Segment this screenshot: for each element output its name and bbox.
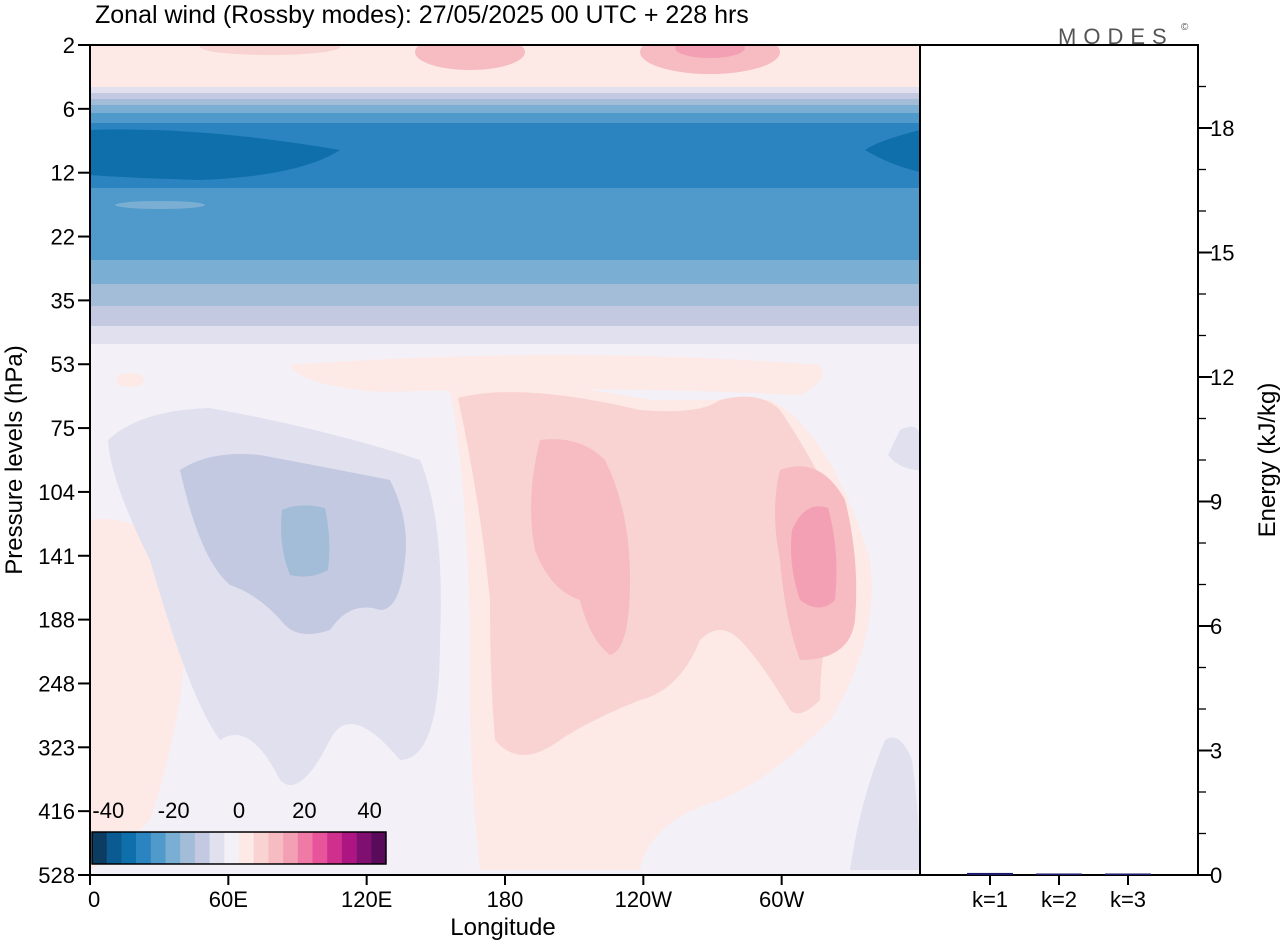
- colorbar-swatch: [106, 832, 122, 864]
- colorbar-tick-label: -20: [158, 798, 190, 823]
- colorbar-swatch: [121, 832, 137, 864]
- y-axis-label: Pressure levels (hPa): [1, 345, 28, 574]
- colorbar-swatch: [283, 832, 299, 864]
- colorbar-swatch: [356, 832, 372, 864]
- colorbar-tick-label: 40: [357, 798, 381, 823]
- y-tick-label: 528: [38, 863, 75, 888]
- y-tick-label: 323: [38, 735, 75, 760]
- longitude-axis: 0 60E 120E 180 120W 60W: [88, 875, 805, 912]
- bar-category-label: k=2: [1041, 887, 1077, 912]
- colorbar-swatch: [224, 832, 240, 864]
- bar-category-label: k=3: [1110, 887, 1146, 912]
- energy-bar: [1036, 873, 1082, 875]
- y-tick-label: 22: [51, 225, 75, 250]
- colorbar-swatch: [327, 832, 343, 864]
- y-tick-label: 35: [51, 288, 75, 313]
- energy-tick-label: 9: [1210, 490, 1222, 515]
- pressure-axis: 2 6 12 22 35 53 75 104 141 188 248 323 416 528: [38, 33, 90, 888]
- x-axis-label: Longitude: [450, 914, 555, 941]
- colorbar-tick-label: 0: [233, 798, 245, 823]
- energy-axis: 0 3 6 9 12 15 18: [1198, 85, 1234, 888]
- colorbar-swatch: [341, 832, 357, 864]
- easterly-jet: [90, 87, 920, 344]
- energy-tick-label: 12: [1210, 365, 1234, 390]
- colorbar-swatch: [268, 832, 284, 864]
- energy-tick-label: 6: [1210, 614, 1222, 639]
- colorbar-swatch: [92, 832, 107, 864]
- x-tick-label: 180: [487, 887, 524, 912]
- y-tick-label: 104: [38, 480, 75, 505]
- colorbar-swatch: [180, 832, 196, 864]
- energy-axis-label: Energy (kJ/kg): [1254, 383, 1280, 538]
- energy-bar: [967, 872, 1013, 875]
- heatmap-field: [90, 45, 920, 875]
- x-tick-label: 0: [88, 887, 100, 912]
- colorbar: -40 -20 0 20 40: [91, 798, 387, 865]
- x-tick-label: 120E: [341, 887, 392, 912]
- colorbar-swatch: [136, 832, 152, 864]
- colorbar-swatch: [194, 832, 210, 864]
- energy-bar: [1105, 873, 1151, 875]
- colorbar-swatch: [209, 832, 225, 864]
- colorbar-frame: [91, 831, 387, 865]
- logo-mark: ©: [1181, 22, 1189, 33]
- bar-category-label: k=1: [972, 887, 1008, 912]
- colorbar-swatch: [371, 832, 387, 864]
- colorbar-swatch: [253, 832, 269, 864]
- x-tick-label: 120W: [615, 887, 673, 912]
- colorbar-tick-label: 20: [292, 798, 316, 823]
- y-tick-label: 53: [51, 352, 75, 377]
- energy-tick-label: 18: [1210, 116, 1234, 141]
- y-tick-label: 75: [51, 416, 75, 441]
- y-tick-label: 416: [38, 799, 75, 824]
- y-tick-label: 248: [38, 671, 75, 696]
- y-tick-label: 2: [63, 33, 75, 58]
- y-tick-label: 6: [63, 97, 75, 122]
- y-tick-label: 188: [38, 608, 75, 633]
- x-tick-label: 60W: [759, 887, 804, 912]
- energy-bars: k=1 k=2 k=3: [967, 872, 1151, 912]
- energy-tick-label: 15: [1210, 241, 1234, 266]
- colorbar-swatch: [239, 832, 254, 864]
- colorbar-swatch: [150, 832, 166, 864]
- y-tick-label: 12: [51, 161, 75, 186]
- colorbar-swatch: [312, 832, 328, 864]
- colorbar-swatch: [165, 832, 181, 864]
- y-tick-label: 141: [38, 544, 75, 569]
- energy-tick-label: 0: [1210, 863, 1222, 888]
- chart-title: Zonal wind (Rossby modes): 27/05/2025 00…: [95, 1, 749, 29]
- lower-anomalies: [90, 355, 920, 870]
- colorbar-tick-label: -40: [92, 798, 124, 823]
- x-tick-label: 60E: [209, 887, 248, 912]
- upper-westerly-band: [90, 45, 920, 87]
- colorbar-swatch: [297, 832, 313, 864]
- energy-tick-label: 3: [1210, 739, 1222, 764]
